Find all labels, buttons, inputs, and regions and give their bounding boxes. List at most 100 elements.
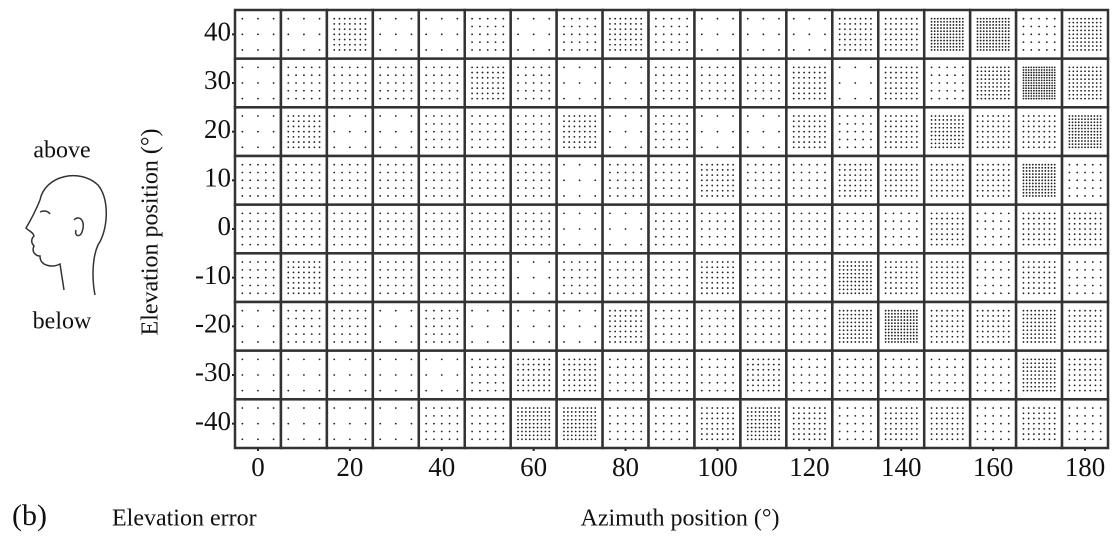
dot xyxy=(992,78,995,80)
dot xyxy=(808,76,811,79)
dot xyxy=(866,317,868,320)
dot xyxy=(905,49,908,51)
dot xyxy=(726,271,729,274)
dot xyxy=(478,212,481,215)
dot xyxy=(1035,191,1037,194)
dot xyxy=(387,292,389,295)
dot xyxy=(1025,66,1027,69)
dot xyxy=(662,195,665,197)
dot xyxy=(912,341,915,343)
dot xyxy=(287,333,290,336)
dot xyxy=(956,228,959,230)
dot xyxy=(654,49,657,51)
dot xyxy=(1093,127,1096,130)
dot xyxy=(1084,93,1086,96)
dot xyxy=(915,325,918,328)
dot xyxy=(884,243,887,246)
dot xyxy=(478,195,481,197)
dot xyxy=(1041,185,1044,188)
dot xyxy=(889,130,892,133)
dot xyxy=(982,24,985,26)
dot xyxy=(1031,195,1034,197)
dot xyxy=(1072,37,1075,40)
dot xyxy=(870,317,872,320)
dot xyxy=(1004,30,1007,33)
dot xyxy=(563,146,565,149)
dot xyxy=(662,228,665,230)
dot xyxy=(1078,325,1081,328)
dot xyxy=(813,141,816,143)
dot xyxy=(532,195,535,197)
dot xyxy=(1068,140,1071,142)
dot xyxy=(348,317,351,320)
dot xyxy=(310,333,313,336)
dot xyxy=(1022,130,1025,133)
dot xyxy=(524,171,527,174)
dot xyxy=(1099,86,1102,88)
dot xyxy=(1022,141,1025,143)
dot xyxy=(287,74,290,77)
dot xyxy=(1025,173,1028,175)
dot xyxy=(616,163,619,166)
dot xyxy=(1051,82,1053,84)
dot xyxy=(838,179,841,182)
dot xyxy=(532,228,535,230)
dot xyxy=(889,71,892,74)
dot xyxy=(1042,317,1044,320)
dot xyxy=(1087,118,1090,121)
dot xyxy=(846,317,849,320)
dot xyxy=(594,33,597,36)
dot xyxy=(341,333,343,336)
cell xyxy=(922,300,972,352)
dot xyxy=(524,122,527,125)
dot xyxy=(540,187,543,190)
dot xyxy=(1045,71,1048,74)
dot xyxy=(433,66,435,69)
dot xyxy=(915,316,918,318)
dot xyxy=(800,333,803,336)
dot xyxy=(984,228,987,230)
dot xyxy=(264,292,267,295)
dot xyxy=(494,284,497,287)
dot xyxy=(1040,71,1043,74)
dot xyxy=(356,341,359,343)
dot xyxy=(364,341,367,343)
dot xyxy=(946,184,949,187)
dot xyxy=(1045,69,1048,71)
dot xyxy=(792,341,795,343)
dot xyxy=(1022,341,1025,343)
dot xyxy=(946,335,949,338)
dot xyxy=(341,82,343,84)
dot xyxy=(364,228,367,230)
dot xyxy=(1042,341,1044,343)
dot xyxy=(1032,76,1035,79)
dot xyxy=(686,138,689,141)
dot xyxy=(889,184,892,187)
dot xyxy=(502,261,505,263)
dot xyxy=(854,325,857,328)
dot xyxy=(1093,140,1096,142)
dot xyxy=(938,115,941,117)
dot xyxy=(700,163,703,166)
dot xyxy=(903,322,906,325)
dot xyxy=(1031,179,1034,182)
dot xyxy=(762,82,765,84)
dot xyxy=(609,179,611,182)
dot xyxy=(792,120,795,123)
dot xyxy=(808,171,811,174)
dot xyxy=(890,309,893,312)
dot xyxy=(762,220,765,223)
dot xyxy=(654,235,657,238)
dot xyxy=(318,141,321,143)
dot xyxy=(992,97,995,100)
dot xyxy=(272,325,275,328)
dot xyxy=(842,329,845,332)
dot xyxy=(1043,71,1046,74)
dot xyxy=(287,271,290,274)
dot xyxy=(686,97,689,100)
dot xyxy=(854,115,857,117)
dot xyxy=(678,284,681,287)
dot xyxy=(936,20,939,23)
dot xyxy=(1068,121,1071,124)
dot xyxy=(721,169,724,171)
